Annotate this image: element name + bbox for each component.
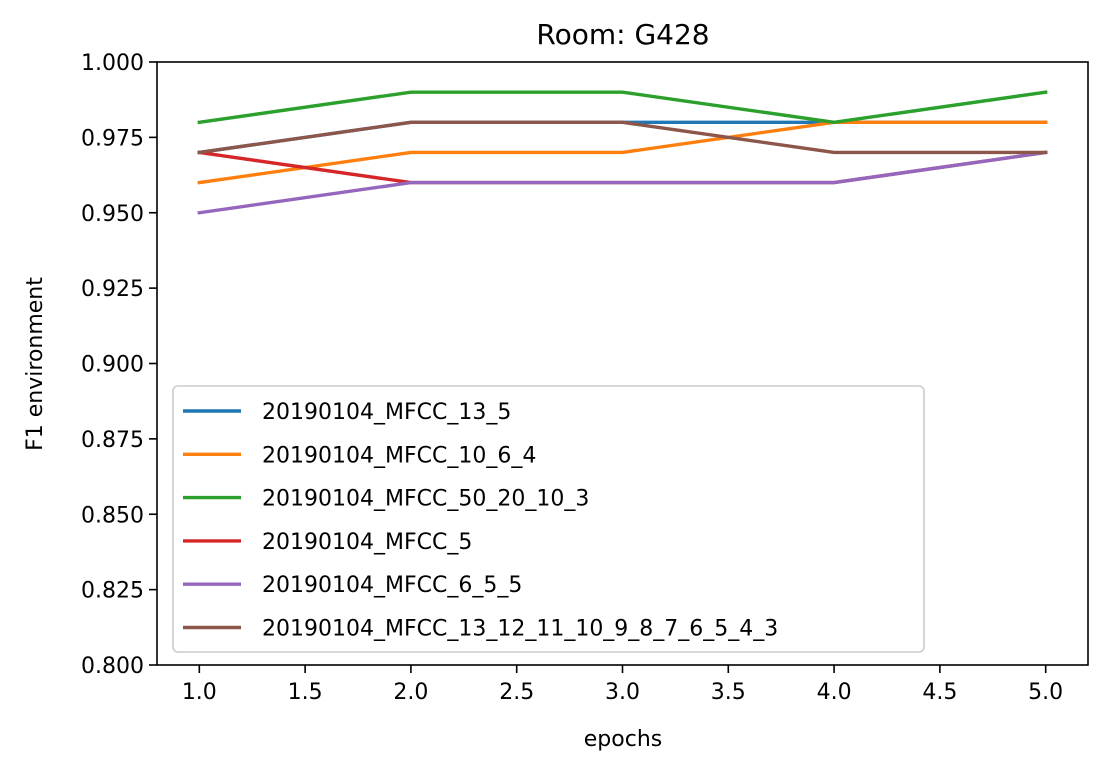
x-tick-label: 1.5 bbox=[288, 680, 323, 705]
series-line-2 bbox=[197, 120, 1048, 185]
y-tick-label: 0.800 bbox=[81, 654, 144, 679]
series-line-5 bbox=[197, 150, 1048, 215]
x-tick-label: 3.0 bbox=[605, 680, 640, 705]
y-tick-label: 0.950 bbox=[81, 202, 144, 227]
y-tick-label: 0.900 bbox=[81, 353, 144, 378]
y-tick-label: 0.875 bbox=[81, 428, 144, 453]
y-axis-ticks: 0.800 0.825 0.850 0.875 0.900 0.925 0.950 0.975… bbox=[81, 51, 157, 679]
y-tick-label: 0.975 bbox=[81, 126, 144, 151]
legend-box bbox=[172, 385, 925, 653]
x-axis-ticks: 1.0 1.5 2.0 2.5 3.0 3.5 4.0 4.5 5.0 bbox=[182, 665, 1063, 705]
y-axis-label: F1 environment bbox=[23, 277, 48, 451]
x-tick-label: 2.0 bbox=[393, 680, 428, 705]
x-tick-label: 4.0 bbox=[817, 680, 852, 705]
legend-label: 20190104_MFCC_6_5_5 bbox=[262, 573, 522, 598]
y-tick-label: 0.850 bbox=[81, 503, 144, 528]
x-tick-label: 3.5 bbox=[711, 680, 746, 705]
legend: 20190104_MFCC_13_5 20190104_MFCC_10_6_4 20… bbox=[172, 385, 925, 653]
y-tick-label: 1.000 bbox=[81, 51, 144, 76]
legend-label: 20190104_MFCC_50_20_10_3 bbox=[262, 487, 589, 512]
x-tick-label: 1.0 bbox=[182, 680, 217, 705]
series-line-6 bbox=[197, 120, 1048, 155]
legend-label: 20190104_MFCC_10_6_4 bbox=[262, 443, 536, 468]
series-layer bbox=[197, 90, 1048, 215]
series-line-3 bbox=[197, 90, 1048, 125]
y-tick-label: 0.825 bbox=[81, 579, 144, 604]
x-tick-label: 2.5 bbox=[499, 680, 534, 705]
x-tick-label: 4.5 bbox=[922, 680, 957, 705]
x-axis-label: epochs bbox=[584, 727, 662, 752]
legend-label: 20190104_MFCC_13_12_11_10_9_8_7_6_5_4_3 bbox=[262, 617, 778, 642]
y-tick-label: 0.925 bbox=[81, 277, 144, 302]
x-tick-label: 5.0 bbox=[1028, 680, 1063, 705]
chart-title: Room: G428 bbox=[536, 18, 709, 51]
legend-label: 20190104_MFCC_13_5 bbox=[262, 400, 511, 425]
legend-label: 20190104_MFCC_5 bbox=[262, 530, 472, 555]
